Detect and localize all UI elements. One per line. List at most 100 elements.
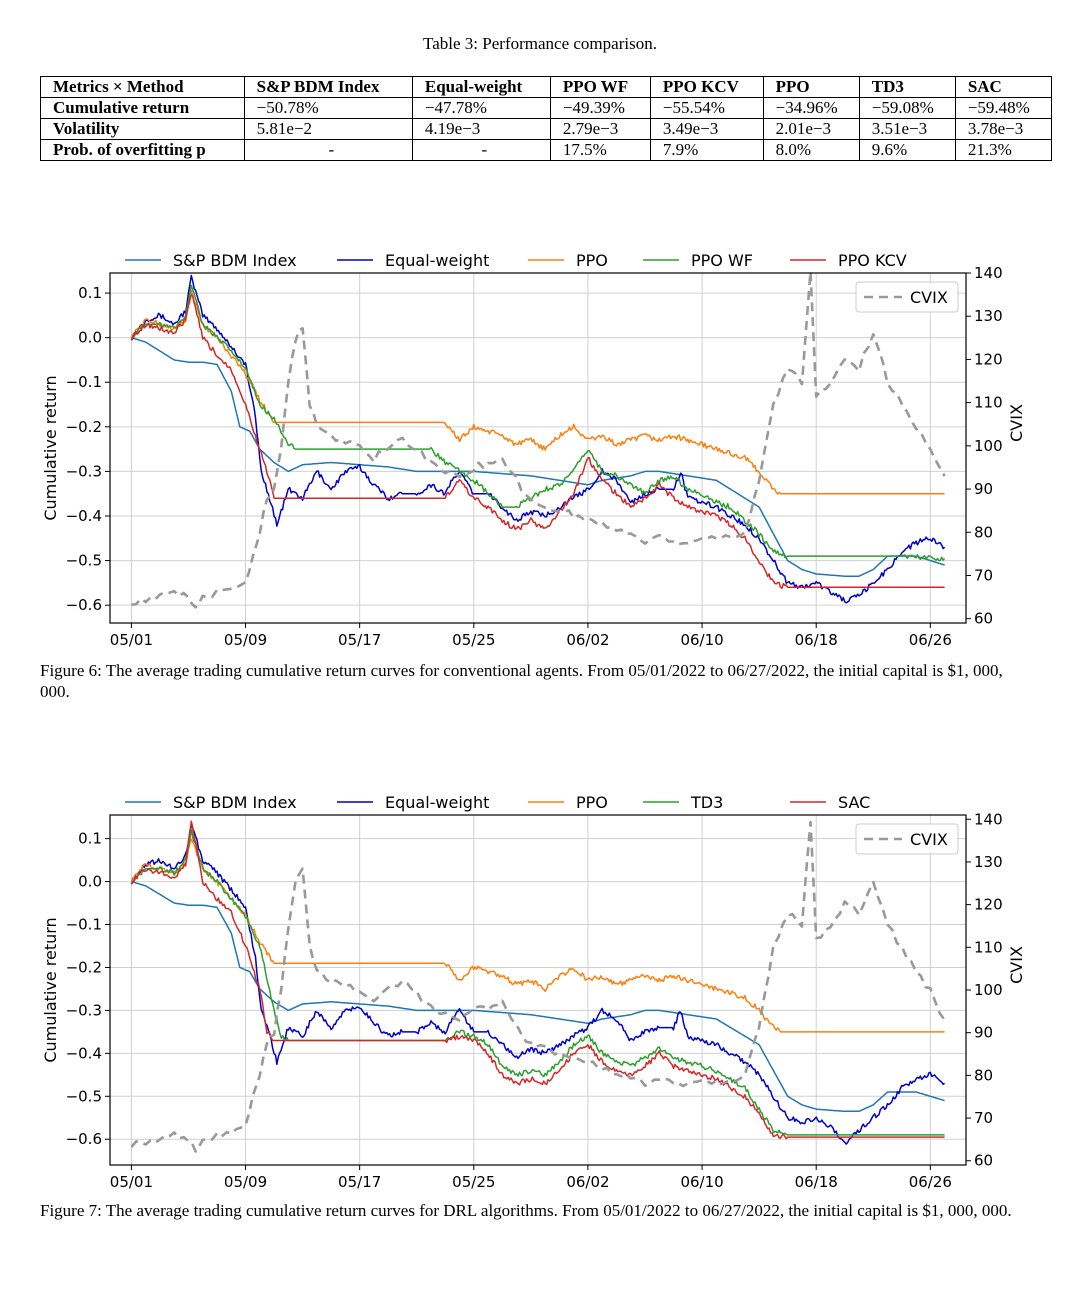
x-tick-label: 05/17: [338, 631, 381, 649]
table-cell: 3.78e−3: [954, 118, 1053, 140]
x-tick-label: 06/26: [909, 1173, 952, 1190]
grid: [110, 815, 966, 1165]
y2-axis-label: CVIX: [1007, 404, 1026, 442]
table-cell: -: [411, 139, 551, 161]
figure-7: 05/01 05/09 05/17 05/25 06/02 06/10 06/18 06/26…: [0, 780, 1080, 1190]
figure-6: 05/01 05/09 05/17 05/25 06/02 06/10 06/18 06/26…: [0, 238, 1080, 650]
y-tick-label: 0.0: [78, 873, 102, 891]
table-cell: 8.0%: [762, 139, 860, 161]
figure-6-chart: 05/01 05/09 05/17 05/25 06/02 06/10 06/18 06/26…: [41, 251, 1026, 649]
y2-tick-label: 110: [974, 394, 1003, 412]
series-line: [131, 269, 946, 609]
table-cell: −49.39%: [549, 97, 651, 119]
series-line: [130, 838, 945, 1033]
y-tick-label: −0.3: [66, 462, 102, 480]
table-cell: −47.78%: [411, 97, 551, 119]
table-row-metric: Cumulative return: [40, 97, 245, 119]
table-cell: 2.01e−3: [762, 118, 860, 140]
y-tick-label: 0.1: [78, 284, 102, 302]
x-tick-label: 06/10: [680, 1173, 723, 1190]
legend-label: Equal-weight: [385, 793, 489, 812]
y2-tick-label: 120: [974, 350, 1003, 368]
x-tick-label: 06/02: [566, 631, 609, 649]
table-header-cell: Equal-weight: [411, 76, 551, 98]
figure-6-caption: Figure 6: The average trading cumulative…: [40, 661, 1003, 701]
table-cell: 17.5%: [549, 139, 651, 161]
y-tick-label: −0.2: [66, 958, 102, 976]
x-tick-label: 05/09: [224, 631, 267, 649]
table-row: Prob. of overfitting p - - 17.5% 7.9% 8.…: [40, 139, 1053, 161]
legend-label: PPO: [576, 793, 608, 812]
figure-7-caption: Figure 7: The average trading cumulative…: [40, 1201, 1012, 1220]
y-tick-label: −0.5: [66, 1087, 102, 1105]
series-line: [130, 284, 946, 562]
y2-tick-label: 100: [974, 981, 1003, 999]
table-header-cell: SAC: [954, 76, 1053, 98]
legend-label: PPO: [576, 251, 608, 270]
legend-label: Equal-weight: [385, 251, 489, 270]
y-tick-label: −0.4: [66, 507, 102, 525]
table-cell: 4.19e−3: [411, 118, 551, 140]
legend-label: S&P BDM Index: [173, 793, 297, 812]
x-tick-label: 06/18: [795, 631, 838, 649]
y2-tick-label: 140: [974, 264, 1003, 282]
legend-label: TD3: [690, 793, 723, 812]
y2-tick-label: 90: [974, 480, 993, 498]
y-tick-label: −0.2: [66, 418, 102, 436]
table-cell: 3.49e−3: [649, 118, 764, 140]
legend-label: CVIX: [910, 830, 948, 849]
y2-tick-label: 70: [974, 1109, 993, 1127]
y-axis-label: Cumulative return: [41, 375, 60, 520]
table-cell: −55.54%: [649, 97, 764, 119]
y2-tick-label: 110: [974, 938, 1003, 956]
y-tick-label: −0.6: [66, 596, 102, 614]
legend-label: S&P BDM Index: [173, 251, 297, 270]
table-cell: 7.9%: [649, 139, 764, 161]
y-tick-label: −0.1: [66, 373, 102, 391]
table-cell: 2.79e−3: [549, 118, 651, 140]
table-header-row: Metrics × Method S&P BDM Index Equal-wei…: [40, 76, 1053, 98]
plot-frame: [109, 814, 967, 1166]
series-line: [130, 820, 945, 1140]
y-tick-label: 0.1: [78, 830, 102, 848]
y2-axis-label: CVIX: [1007, 946, 1026, 984]
table-cell: −59.08%: [858, 97, 956, 119]
table-cell: 5.81e−2: [243, 118, 413, 140]
legend-label: SAC: [838, 793, 870, 812]
legend-label: PPO KCV: [838, 251, 907, 270]
table-cell: -: [243, 139, 413, 161]
figure-7-chart: 05/01 05/09 05/17 05/25 06/02 06/10 06/18 06/26…: [41, 793, 1026, 1190]
series-line: [130, 274, 946, 604]
y2-tick-label: 80: [974, 523, 993, 541]
legend-label: PPO WF: [691, 251, 753, 270]
table-header-cell: PPO: [762, 76, 860, 98]
series-line: [130, 824, 946, 1145]
table-header-cell: PPO WF: [549, 76, 651, 98]
performance-table: Metrics × Method S&P BDM Index Equal-wei…: [40, 76, 1053, 161]
table-row: Volatility 5.81e−2 4.19e−3 2.79e−3 3.49e…: [40, 118, 1053, 140]
table-cell: 9.6%: [858, 139, 956, 161]
y2-tick-label: 80: [974, 1066, 993, 1084]
table-header-cell: TD3: [858, 76, 956, 98]
y-tick-label: 0.0: [78, 329, 102, 347]
y2-tick-label: 130: [974, 853, 1003, 871]
table-cell: 3.51e−3: [858, 118, 956, 140]
x-tick-label: 05/09: [224, 1173, 267, 1190]
table-caption: Table 3: Performance comparison.: [423, 34, 657, 53]
grid: [110, 273, 966, 623]
y2-tick-label: 90: [974, 1024, 993, 1042]
x-tick-label: 06/02: [566, 1173, 609, 1190]
x-tick-label: 05/17: [338, 1173, 381, 1190]
x-tick-label: 06/18: [795, 1173, 838, 1190]
y2-tick-label: 60: [974, 610, 993, 628]
y2-tick-label: 130: [974, 307, 1003, 325]
y2-tick-label: 100: [974, 437, 1003, 455]
series-line: [131, 336, 945, 577]
table-cell: −34.96%: [762, 97, 860, 119]
cvix-legend-box: [855, 823, 959, 855]
y-tick-label: −0.1: [66, 916, 102, 934]
cvix-legend-box: [855, 281, 959, 313]
x-tick-label: 05/01: [110, 1173, 153, 1190]
y-tick-label: −0.3: [66, 1001, 102, 1019]
series-line: [131, 880, 945, 1113]
